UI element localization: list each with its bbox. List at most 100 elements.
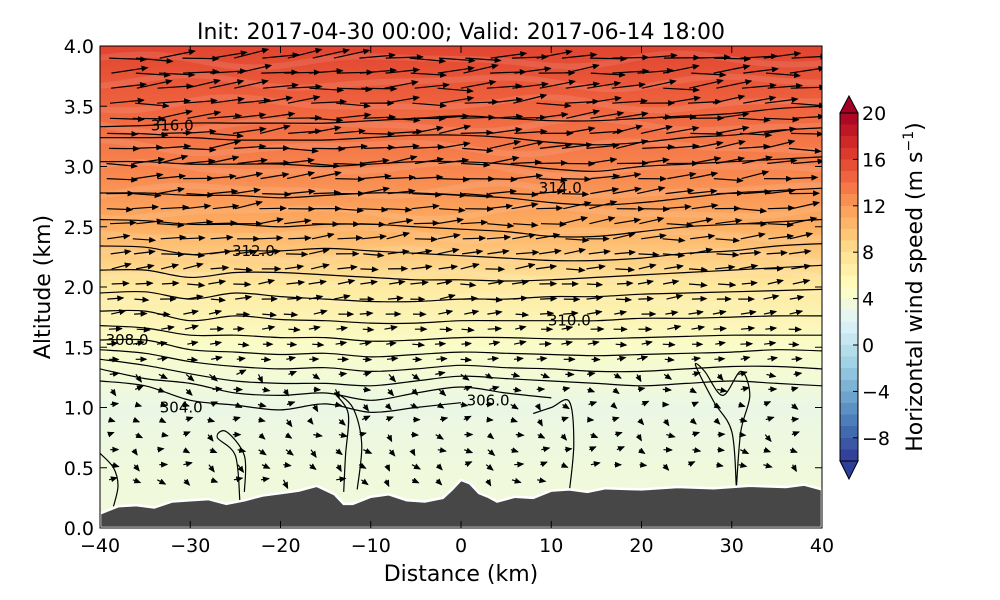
wind-vector: [789, 248, 812, 255]
wind-vector: [766, 249, 788, 256]
wind-vector: [692, 140, 724, 149]
wind-vector: [539, 142, 573, 149]
wind-vector: [638, 447, 646, 455]
wind-vector: [106, 206, 134, 213]
x-axis: −40 −30 −20 −10 0 10 20 30 40: [80, 46, 834, 557]
wind-vector: [767, 221, 795, 228]
wind-vector: [689, 78, 724, 89]
wind-vector: [789, 174, 819, 181]
wind-vector: [715, 125, 750, 134]
wind-vector: [262, 311, 277, 318]
wind-vector: [358, 462, 367, 469]
wind-vector: [309, 162, 341, 169]
wind-vector: [488, 340, 501, 347]
wind-vector: [464, 99, 500, 106]
wind-vector: [308, 325, 321, 332]
wind-vector: [235, 249, 257, 255]
wind-vector: [589, 446, 597, 452]
wind-vector: [615, 111, 649, 119]
wind-vector: [640, 124, 673, 134]
wind-vector: [435, 463, 443, 471]
wind-vector: [461, 326, 475, 333]
wind-vector: [359, 206, 389, 213]
wind-vector: [132, 115, 166, 122]
wind-vector: [561, 216, 589, 225]
wind-vector: [335, 464, 342, 473]
wind-vector: [308, 68, 344, 75]
wind-vector: [412, 191, 443, 198]
wind-vector: [763, 309, 778, 316]
wind-vector: [210, 355, 223, 362]
wind-vector: [588, 401, 598, 407]
wind-vector: [537, 432, 546, 439]
wind-vector: [714, 356, 726, 363]
wind-vector: [534, 403, 541, 411]
wind-vector: [384, 402, 392, 411]
wind-vector: [157, 222, 185, 229]
wind-vector: [793, 371, 803, 378]
wind-vector: [692, 371, 701, 377]
wind-vector: [360, 186, 390, 195]
wind-vector: [465, 57, 502, 64]
wind-vector: [212, 203, 240, 210]
wind-vector: [207, 416, 216, 423]
wind-vector: [334, 401, 343, 408]
wind-vector: [637, 386, 646, 393]
wind-vector: [562, 386, 571, 393]
wind-vector: [232, 112, 267, 119]
isentrope-line: [100, 349, 822, 373]
wind-vector: [639, 114, 672, 121]
colorbar-bar: [839, 112, 859, 462]
wind-vector: [385, 416, 394, 422]
wind-vector: [135, 432, 144, 439]
wind-vector: [614, 310, 628, 316]
wind-vector: [764, 126, 797, 134]
wind-vector: [336, 112, 372, 119]
wind-vector: [511, 202, 539, 210]
wind-vector: [412, 102, 447, 109]
wind-vector: [790, 464, 797, 473]
wind-vector: [110, 401, 120, 408]
y-axis-label: Altitude (km): [31, 215, 56, 359]
wind-vector: [767, 157, 798, 165]
wind-vector: [767, 205, 796, 212]
wind-vector: [388, 449, 396, 457]
wind-vector: [642, 144, 675, 151]
wind-vector: [539, 340, 552, 347]
wind-vector: [738, 116, 771, 123]
wind-speed-band: [100, 159, 822, 179]
x-tick-label: −20: [260, 535, 300, 557]
x-tick-label: 0: [455, 535, 467, 557]
wind-vector: [234, 200, 263, 210]
wind-vector: [363, 371, 372, 377]
wind-vector: [789, 294, 805, 301]
wind-vector: [363, 114, 397, 121]
colorbar-min-extend: [839, 460, 859, 481]
wind-vector: [385, 54, 424, 61]
wind-vector: [764, 96, 799, 104]
wind-vector: [384, 464, 391, 472]
wind-vector: [386, 434, 393, 443]
y-tick-label: 2.5: [64, 217, 94, 239]
wind-vector: [387, 248, 410, 255]
wind-vector: [187, 356, 199, 363]
wind-vector: [389, 128, 424, 135]
isentrope-line: [100, 156, 822, 172]
wind-vector: [667, 324, 682, 331]
wind-vector: [107, 416, 116, 423]
wind-vector: [383, 479, 390, 488]
wind-vector: [489, 188, 517, 195]
wind-vector: [186, 219, 214, 226]
wind-vector: [411, 373, 421, 381]
wind-vector: [764, 340, 777, 347]
wind-vector: [284, 218, 312, 225]
wind-vector: [662, 463, 670, 471]
wind-vector: [514, 173, 544, 180]
wind-vector: [384, 79, 419, 89]
wind-vector: [791, 356, 803, 363]
colorbar-tick-label: 16: [862, 149, 886, 171]
wind-vector: [614, 431, 623, 438]
wind-vector: [767, 278, 784, 285]
wind-vector: [743, 66, 779, 74]
